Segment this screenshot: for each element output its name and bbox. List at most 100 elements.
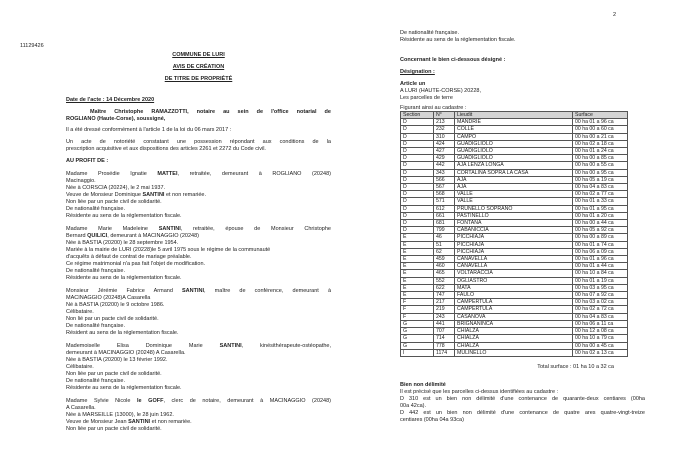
cell-number: 622 <box>433 283 455 293</box>
cell-surface: 00 ha 02 a 13 ca <box>572 348 628 357</box>
cell-lieudit: CAMPERTULA <box>454 305 573 314</box>
cell-surface: 00 ha 02 a 18 ca <box>572 139 628 149</box>
designation-heading: Désignation : <box>400 69 435 75</box>
cell-surface: 00 ha 01 a 19 ca <box>572 276 628 285</box>
header-lieudit: Lieudit <box>454 110 573 120</box>
cell-lieudit: AJA LENZA LONGA <box>454 161 573 170</box>
text-segment: , maître de conférence, demeurant à <box>204 288 331 294</box>
cell-number: 714 <box>433 334 455 343</box>
cell-section: D <box>400 219 434 228</box>
cell-surface: 00 ha 01 a 33 ca <box>572 197 628 206</box>
cell-lieudit: VALLE <box>454 197 573 206</box>
name-bold: Maître Christophe <box>90 109 152 115</box>
cell-section: D <box>400 118 434 127</box>
cell-section: E <box>400 262 434 271</box>
text-segment: et non remariée. <box>150 419 192 425</box>
cell-lieudit: CANAVELLA <box>454 262 573 271</box>
text-line: Ce régime matrimonial n'a pas fait l'obj… <box>66 261 331 268</box>
cell-number: 62 <box>433 247 455 257</box>
cell-lieudit: OGLIASTRO <box>454 276 573 285</box>
cell-number: 707 <box>433 327 455 336</box>
intro-paragraph: Maître Christophe RAMAZZOTTI, notaire au… <box>66 109 331 123</box>
cell-lieudit: CANAVELLA <box>454 255 573 264</box>
name-bold: ROGLIANO (Haute-Corse), soussigné, <box>66 116 166 122</box>
text-segment: Née à BASTIA (20200) le 13 février 1992. <box>66 357 168 363</box>
nationality-line: De nationalité française. <box>400 30 460 36</box>
text-segment: , retraitée, épouse de Monsieur Christop… <box>180 226 331 232</box>
text-segment: Non liée par un pacte civil de solidarit… <box>66 371 162 377</box>
parcels-line: Les parcelles de terre <box>400 95 453 101</box>
cell-section: D <box>400 132 434 141</box>
text-segment: De nationalité française. <box>66 206 126 212</box>
text-segment: Mariée à la mairie de LURI (20228)le 5 a… <box>66 247 271 253</box>
table-row: D 310 CAMPO 00 ha 00 a 21 ca <box>400 132 628 141</box>
location-line: A LURI (HAUTE-CORSE) 20228, <box>400 88 481 94</box>
text-segment: , retraitée, demeurant à ROGLIANO (20248… <box>177 171 331 177</box>
cell-section: D <box>400 168 434 177</box>
right-column: De nationalité française. Résidente au s… <box>400 30 650 424</box>
table-row: F 217 CAMPERTULA 00 ha 03 a 02 ca <box>400 298 628 307</box>
bien-line: D 442 est un bien non délimité d'une con… <box>400 409 645 416</box>
loi-paragraph: Il a été dressé conformément à l'article… <box>66 127 232 133</box>
text-line: Résident au sens de la réglementation fi… <box>66 330 331 337</box>
table-row: D 429 GUADIGLIOLO 00 ha 00 a 85 ca <box>400 154 628 163</box>
text-segment: Madame Marie Madeleine <box>66 226 159 232</box>
cell-number: 51 <box>433 240 455 249</box>
cell-number: 232 <box>433 125 455 134</box>
text-line: Non liée par un pacte civil de solidarit… <box>66 426 331 433</box>
cell-surface: 00 ha 01 a 96 ca <box>572 118 628 127</box>
table-row: D 213 MANDRIE 00 ha 01 a 96 ca <box>400 118 628 127</box>
cell-surface: 00 ha 10 a 79 ca <box>572 334 628 343</box>
text-line: Mademoiselle Elisa Dominique Marie SANTI… <box>66 343 331 350</box>
cell-section: F <box>400 305 434 314</box>
cell-surface: 00 ha 02 a 77 ca <box>572 190 628 199</box>
cell-number: 747 <box>433 291 455 300</box>
cell-lieudit: FONTANA <box>454 219 573 228</box>
bien-non-delimite-text: Il est précisé que les parcelles ci-dess… <box>400 389 650 424</box>
cell-surface: 00 ha 03 a 95 ca <box>572 283 628 293</box>
cell-number: 661 <box>433 211 455 221</box>
bien-line: 00a 42ca). <box>400 402 426 409</box>
text-segment: Monsieur Jérémie Fabrice Armand <box>66 288 183 294</box>
cell-section: D <box>400 190 434 199</box>
cell-surface: 00 ha 05 a 92 ca <box>572 226 628 235</box>
cell-surface: 00 ha 01 a 24 ca <box>572 147 628 156</box>
table-row: D 568 VALLE 00 ha 02 a 77 ca <box>400 190 628 199</box>
text-line: A Casarella. <box>66 405 331 412</box>
table-row: D 427 GUADIGLIOLO 00 ha 01 a 24 ca <box>400 147 628 156</box>
cadastre-label: Figurant ainsi au cadastre : <box>400 105 467 111</box>
cell-number: 217 <box>433 298 455 307</box>
cell-number: 310 <box>433 132 455 141</box>
table-row: E 62 PICCHIAJA 00 ha 06 a 09 ca <box>400 247 628 257</box>
text-segment: Madame Prosédie Ignatie <box>66 171 158 177</box>
name-bold: MATTEI <box>157 171 178 177</box>
cell-section: D <box>400 154 434 163</box>
text-line: Née à MARSEILLE (13000), le 28 juin 1962… <box>66 412 331 419</box>
cell-lieudit: PICCHIAJA <box>454 233 573 242</box>
text-segment: Célibataire. <box>66 364 94 370</box>
table-row: D 343 CORTALINA SOPRA LA CASA 00 ha 00 a 95… <box>400 168 628 177</box>
cell-surface: 00 ha 00 a 60 ca <box>572 125 628 134</box>
header-surface: Surface <box>572 110 628 120</box>
cell-section: F <box>400 312 434 321</box>
table-row: D 424 GUADIGLIOLO 00 ha 02 a 18 ca <box>400 139 628 149</box>
table-row: E 552 OGLIASTRO 00 ha 01 a 19 ca <box>400 276 628 285</box>
residence-line: Résidente au sens de la réglementation f… <box>400 37 516 43</box>
cell-section: D <box>400 175 434 185</box>
text-segment: Non lié par un pacte civil de solidarité… <box>66 316 159 322</box>
table-row: D 566 AJA 00 ha 05 a 19 ca <box>400 175 628 185</box>
cell-surface: 00 ha 00 a 89 ca <box>572 233 628 242</box>
text-segment: Née à CORSCIA (20224), le 2 mai 1937. <box>66 185 166 191</box>
text-segment: Veuve de Monsieur Dominique <box>66 192 143 198</box>
cell-section: E <box>400 233 434 242</box>
table-row: E 465 VOLTARACCIA 00 ha 10 a 84 ca <box>400 269 628 278</box>
text-segment: De nationalité française. <box>66 323 126 329</box>
cell-surface: 00 ha 00 a 44 ca <box>572 219 628 228</box>
beneficiary-entry: Madame Sylvie Nicole le GOFF, clerc de n… <box>66 398 331 433</box>
table-row: D 571 VALLE 00 ha 01 a 33 ca <box>400 197 628 206</box>
cell-number: 343 <box>433 168 455 177</box>
table-row: G 707 CHIALZA 00 ha 12 a 08 ca <box>400 327 628 336</box>
text-line: De nationalité française. <box>66 323 331 330</box>
beneficiary-entry: Madame Marie Madeleine SANTINI, retraité… <box>66 226 331 282</box>
text-line: Madame Sylvie Nicole le GOFF, clerc de n… <box>66 398 331 405</box>
